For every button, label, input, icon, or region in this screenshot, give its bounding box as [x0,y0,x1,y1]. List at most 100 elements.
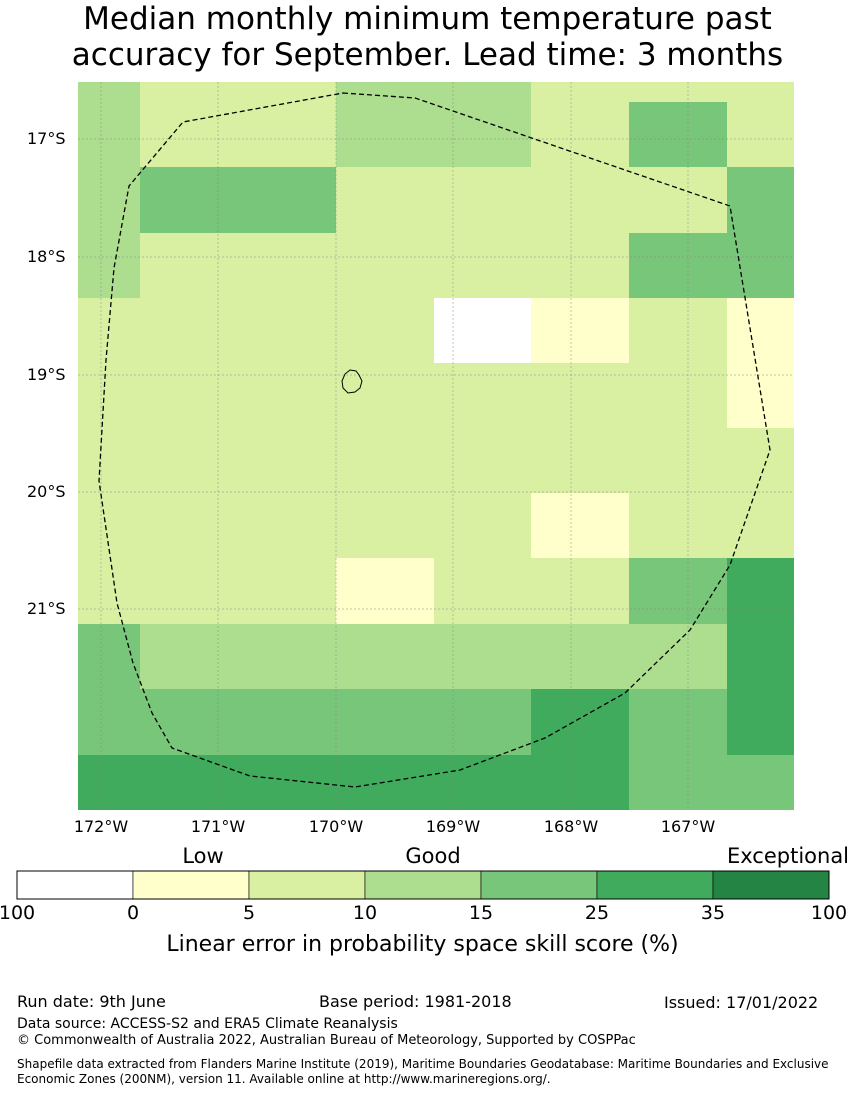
grid-cell [629,689,727,755]
grid-cell [238,298,336,363]
colorbar-title: Linear error in probability space skill … [166,932,679,957]
grid-cell [531,558,629,624]
colorbar-segment [480,870,598,900]
grid-cell [78,755,140,810]
grid-cell [531,755,629,810]
grid-cell [336,493,434,558]
grid-cell [434,624,531,689]
island-outline [341,369,363,394]
grid-cell [629,363,727,428]
grid-cell [629,102,727,167]
grid-cell [531,363,629,428]
shapefile-credit: Shapefile data extracted from Flanders M… [17,1057,829,1086]
eez-boundary [98,92,771,788]
grid-cell [531,298,629,363]
grid-cell [238,233,336,298]
grid-cell [727,689,794,755]
legend-category-good: Good [405,844,461,868]
grid-cell [434,493,531,558]
grid-cell [629,755,727,810]
grid-cell [140,624,238,689]
grid-cell [238,82,336,102]
run-date: Run date: 9th June [17,992,166,1011]
longitude-label: 171°W [190,817,246,836]
grid-cell [140,298,238,363]
grid-cell [140,755,238,810]
grid-cell [629,558,727,624]
grid-cell [140,167,238,233]
longitude-label: 168°W [543,817,599,836]
grid-cell [336,689,434,755]
grid-cell [434,558,531,624]
latitude-label: 19°S [27,365,66,384]
map-title-line-2: accuracy for September. Lead time: 3 mon… [71,37,784,73]
skill-score-map [78,82,794,810]
colorbar-segment [712,870,830,900]
latitude-label: 18°S [27,247,66,266]
grid-cell [531,82,629,102]
grid-cell [727,102,794,167]
grid-cell [78,363,140,428]
longitude-label: 170°W [308,817,364,836]
grid-cell [140,82,238,102]
grid-cell [434,102,531,167]
grid-cell [531,624,629,689]
longitude-label: 172°W [73,817,129,836]
grid-cell [78,233,140,298]
grid-cell [336,298,434,363]
grid-cell [727,167,794,233]
grid-cell [531,233,629,298]
grid-cell [78,493,140,558]
grid-cell [531,493,629,558]
colorbar-tick-label: 5 [242,902,256,924]
grid-cell [434,428,531,493]
colorbar-tick-label: 25 [584,902,610,924]
grid-cell [629,233,727,298]
grid-cell [336,102,434,167]
data-source: Data source: ACCESS-S2 and ERA5 Climate … [17,1016,398,1032]
grid-cell [78,102,140,167]
grid-cell [727,558,794,624]
colorbar-tick-label: 10 [352,902,378,924]
grid-cell [727,624,794,689]
grid-cell [434,689,531,755]
map-title-line-1: Median monthly minimum temperature past [83,1,772,37]
grid-cell [140,428,238,493]
grid-cell [531,102,629,167]
grid-cell [78,82,140,102]
latitude-label: 20°S [27,482,66,501]
grid-cell [434,298,531,363]
grid-cell [78,558,140,624]
graticule [78,82,794,810]
issued-date: Issued: 17/01/2022 [664,993,819,1012]
grid-cell [727,363,794,428]
grid-cell [336,624,434,689]
grid-cell [727,298,794,363]
grid-cell [727,82,794,102]
colorbar-segment [364,870,482,900]
colorbar-tick-label: 0 [126,902,140,924]
colorbar-tick-label: 35 [700,902,726,924]
base-period: Base period: 1981-2018 [319,992,512,1011]
colorbar-tick-label: 100 [810,902,848,924]
copyright: © Commonwealth of Australia 2022, Austra… [17,1033,636,1048]
longitude-label: 169°W [425,817,481,836]
grid-cell [727,755,794,810]
grid-cell [434,82,531,102]
grid-cell [629,493,727,558]
longitude-label: 167°W [660,817,716,836]
grid-cell [434,363,531,428]
grid-cell [238,558,336,624]
grid-cell [140,363,238,428]
grid-cell [238,624,336,689]
grid-cell [238,167,336,233]
colorbar-segment [132,870,250,900]
grid-cell [238,363,336,428]
grid-cell [336,428,434,493]
colorbar-tick-label: 100 [0,902,36,924]
latitude-label: 17°S [27,129,66,148]
colorbar-tick-label: 15 [468,902,494,924]
grid-cell [78,167,140,233]
grid-cell [629,428,727,493]
grid-cell [140,558,238,624]
